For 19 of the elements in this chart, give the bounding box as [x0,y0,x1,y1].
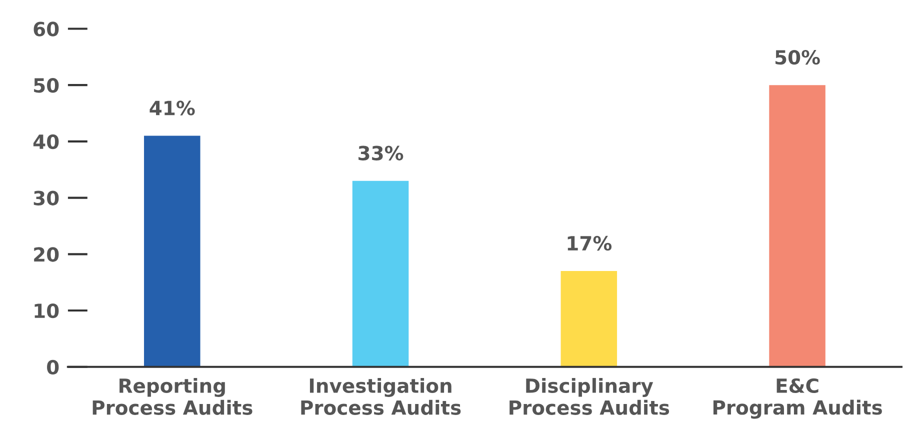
y-tick-label: 50 [34,78,59,93]
data-label: 33% [358,146,404,160]
x-tick-label: Disciplinary Process Audits [510,378,670,415]
bar [769,85,826,367]
y-tick-label: 10 [34,303,59,318]
bar [560,271,618,367]
x-tick-label: Investigation Process Audits [301,378,461,415]
data-label: 17% [568,236,612,251]
bar [144,136,200,367]
y-tick-label: 20 [34,247,59,262]
y-tick-label: 60 [34,22,59,36]
y-tick-label: 40 [33,134,59,150]
x-tick-label: E&C Program Audits [713,378,882,419]
bar [352,180,409,367]
data-label: 41% [150,100,195,116]
x-tick-label: Reporting Process Audits [92,378,252,415]
y-tick-label: 30 [34,190,59,206]
y-tick-label: 0 [47,360,59,375]
data-label: 50% [776,50,820,65]
